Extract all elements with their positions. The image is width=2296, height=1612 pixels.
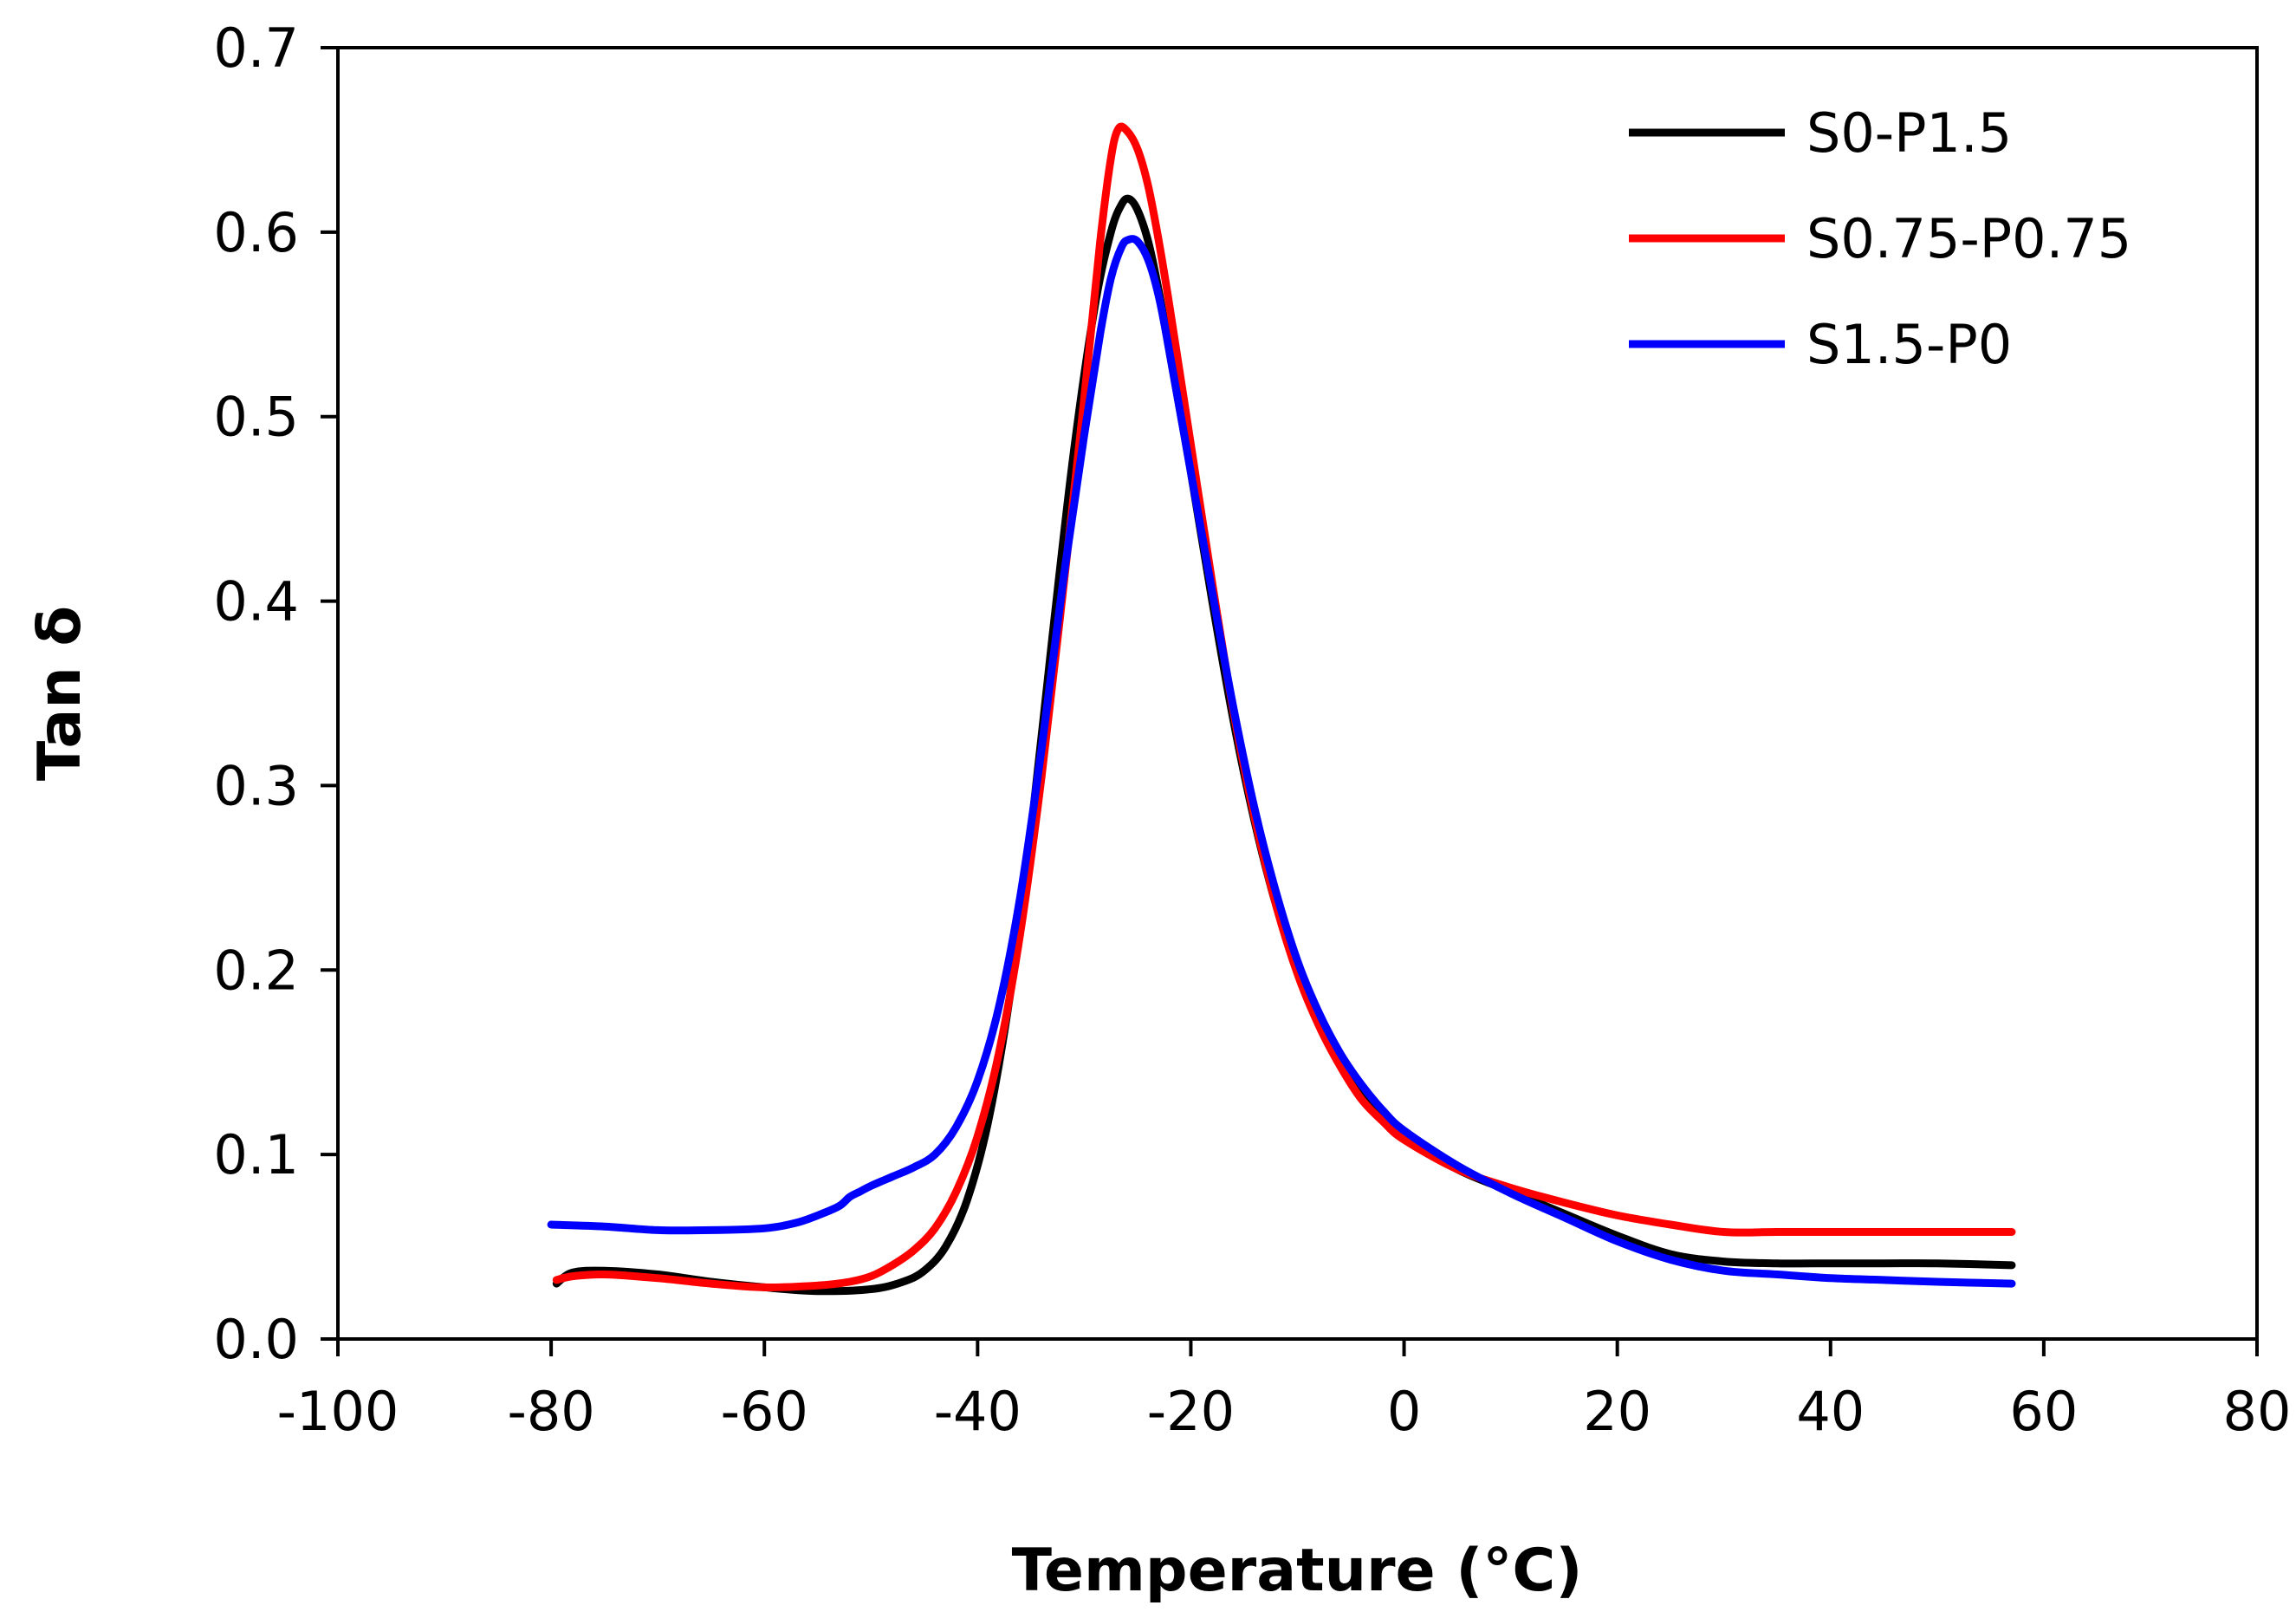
- y-tick-label: 0.7: [213, 16, 299, 80]
- y-tick-label: 0.3: [213, 754, 299, 817]
- x-tick-label: 0: [1387, 1380, 1421, 1443]
- y-axis-ticks: [321, 46, 338, 1341]
- y-tick-label: 0.4: [213, 570, 299, 634]
- series-line-s1.5-p0: [547, 235, 2016, 1288]
- y-tick-label: 0.0: [213, 1308, 299, 1371]
- x-tick-label: 60: [2009, 1380, 2078, 1443]
- y-tick-label: 0.1: [213, 1123, 299, 1186]
- y-tick-label: 0.6: [213, 201, 299, 264]
- legend-label-s1.5-p0: S1.5-P0: [1806, 313, 2012, 376]
- y-tick-label: 0.2: [213, 939, 299, 1002]
- x-tick-label: -100: [277, 1380, 399, 1443]
- legend-label-s0-p1.5: S0-P1.5: [1806, 101, 2012, 165]
- plot-area-frame: [336, 46, 2259, 1341]
- x-tick-label: -80: [507, 1380, 594, 1443]
- legend: S0-P1.5 S0.75-P0.75 S1.5-P0: [1629, 101, 2131, 376]
- legend-label-s0.75-p0.75: S0.75-P0.75: [1806, 207, 2131, 270]
- y-axis-tick-labels: 0.0 0.1 0.2 0.3 0.4 0.5 0.6 0.7: [213, 16, 299, 1371]
- x-tick-label: -60: [721, 1380, 808, 1443]
- y-axis-title: Tan δ: [26, 606, 94, 781]
- x-tick-label: 40: [1796, 1380, 1865, 1443]
- x-axis-title: Temperature (°C): [1012, 1537, 1583, 1605]
- x-tick-label: -40: [934, 1380, 1022, 1443]
- y-tick-label: 0.5: [213, 386, 299, 449]
- series-lines: [547, 122, 2016, 1296]
- series-line-s0.75-p0.75: [552, 122, 2016, 1291]
- x-tick-label: -20: [1147, 1380, 1235, 1443]
- x-tick-label: 20: [1583, 1380, 1651, 1443]
- x-tick-label: 80: [2223, 1380, 2292, 1443]
- x-axis-ticks: [336, 1339, 2259, 1356]
- x-axis-tick-labels: -100 -80 -60 -40 -20 0 20 40 60 80: [277, 1380, 2292, 1443]
